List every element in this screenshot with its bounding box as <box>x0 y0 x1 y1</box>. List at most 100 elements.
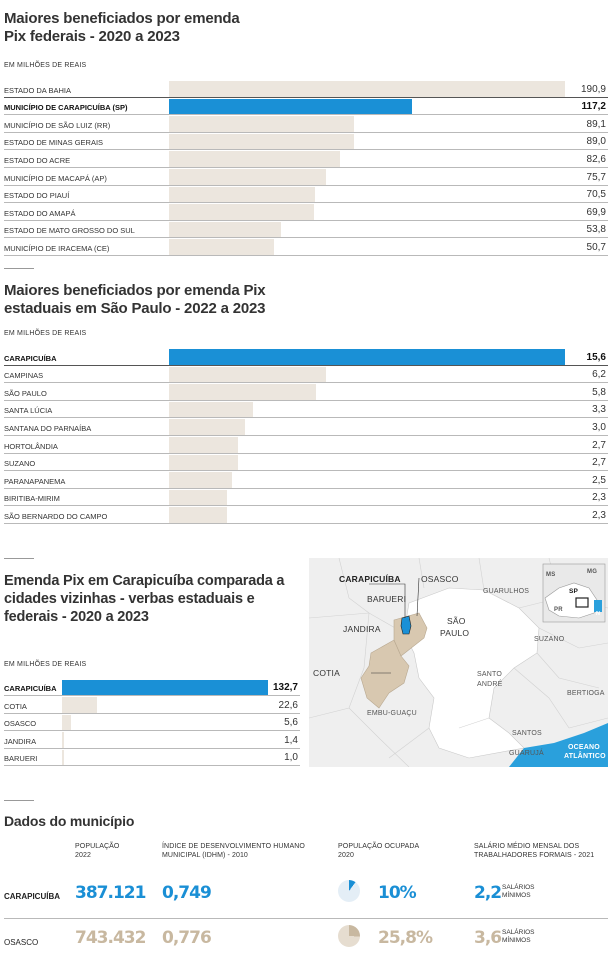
bar-row: ESTADO DE MATO GROSSO DO SUL 53,8 <box>4 221 608 239</box>
bar-label: SÃO PAULO <box>4 388 47 398</box>
bar-label: SANTANA DO PARNAÍBA <box>4 423 92 433</box>
bar-label: MUNICÍPIO DE CARAPICUÍBA (SP) <box>4 103 128 113</box>
bar-row: ESTADO DA BAHIA 190,9 <box>4 80 608 98</box>
bar-value: 6,2 <box>592 369 606 381</box>
bar-row: SUZANO 2,7 <box>4 454 608 472</box>
map-label-guaruja: GUARUJÁ <box>509 750 544 757</box>
map-label-paulo: PAULO <box>440 628 470 638</box>
chart1: ESTADO DA BAHIA 190,9 MUNICÍPIO DE CARAPIC… <box>4 80 608 258</box>
bar-row: CARAPICUÍBA 15,6 <box>4 348 608 366</box>
map-label-atlantico: ATLÂNTICO <box>564 753 606 760</box>
map-label-guarulhos: GUARULHOS <box>483 588 530 595</box>
bar-value: 3,0 <box>592 421 606 433</box>
dados-divider <box>4 918 608 919</box>
bar-value: 1,4 <box>284 734 298 746</box>
map-label-barueri: BARUERI <box>367 594 407 604</box>
bar <box>169 507 228 523</box>
dados-idhm: 0,776 <box>162 928 212 948</box>
bar <box>62 697 98 713</box>
carapicuiba-shape <box>400 615 412 635</box>
dados-salario: 2,2 <box>474 883 502 903</box>
bar-row: SÃO PAULO 5,8 <box>4 383 608 401</box>
dados-idhm: 0,749 <box>162 883 212 903</box>
bar-value: 2,7 <box>592 457 606 469</box>
bar-label: SÃO BERNARDO DO CAMPO <box>4 511 108 521</box>
bar-value: 75,7 <box>586 171 606 183</box>
header-salario: SALÁRIO MÉDIO MENSAL DOS TRABALHADORES F… <box>474 842 594 860</box>
header-populacao-line2: 2022 <box>75 852 91 859</box>
dados-salario-unit: SALÁRIOS MÍNIMOS <box>502 929 535 945</box>
chart2-unit: EM MILHÕES DE REAIS <box>4 330 87 337</box>
chart3-title: Emenda Pix em Carapicuíba comparada a ci… <box>4 572 285 626</box>
bar-row: SANTANA DO PARNAÍBA 3,0 <box>4 418 608 436</box>
header-populacao-line1: POPULAÇÃO <box>75 843 120 850</box>
map-label-santo: SANTO <box>477 671 502 678</box>
ocupada-pie <box>338 925 360 947</box>
bar <box>62 680 268 696</box>
bar-row: ESTADO DO ACRE 82,6 <box>4 150 608 168</box>
bar <box>169 239 275 255</box>
bar-value: 89,0 <box>586 136 606 148</box>
bar <box>169 81 565 97</box>
chart1-title: Maiores beneficiados por emenda Pix fede… <box>4 10 240 46</box>
chart1-title-line1: Maiores beneficiados por emenda <box>4 10 240 27</box>
bar-label: ESTADO DE MATO GROSSO DO SUL <box>4 226 135 236</box>
map-label-cotia: COTIA <box>313 668 340 678</box>
bar <box>169 384 317 400</box>
header-populacao: POPULAÇÃO 2022 <box>75 842 119 860</box>
bar-row: MUNICÍPIO DE CARAPICUÍBA (SP) 117,2 <box>4 98 608 116</box>
dados-salario-unit: SALÁRIOS MÍNIMOS <box>502 884 535 900</box>
map-label-sao: SÃO <box>447 616 466 626</box>
bar <box>169 489 228 506</box>
chart3-unit: EM MILHÕES DE REAIS <box>4 661 87 668</box>
bar <box>62 749 64 765</box>
bar <box>169 419 246 435</box>
header-salario-line1: SALÁRIO MÉDIO MENSAL DOS <box>474 843 580 850</box>
bar <box>169 366 327 383</box>
bar-row: SÃO BERNARDO DO CAMPO 2,3 <box>4 506 608 524</box>
header-ocupada-line2: 2020 <box>338 852 354 859</box>
bar-row: BIRITIBA-MIRIM 2,3 <box>4 489 608 507</box>
chart2: CARAPICUÍBA 15,6 CAMPINAS 6,2 SÃO PAULO 5,8 SA… <box>4 348 608 526</box>
bar-label: CARAPICUÍBA <box>4 684 57 694</box>
chart2-title-line2: estaduais em São Paulo - 2022 a 2023 <box>4 300 266 317</box>
chart3-title-line3: federais - 2020 a 2023 <box>4 609 149 625</box>
region-map-svg <box>309 558 608 767</box>
map-label-jandira: JANDIRA <box>343 624 381 634</box>
bar-row: MUNICÍPIO DE IRACEMA (CE) 50,7 <box>4 238 608 256</box>
bar <box>169 186 316 203</box>
salario-unit-line1: SALÁRIOS <box>502 929 535 936</box>
ocean-shape <box>509 723 608 767</box>
bar <box>169 401 253 418</box>
bar <box>169 221 281 238</box>
map-label-andre: ANDRÉ <box>477 681 503 688</box>
bar-row: ESTADO DE MINAS GERAIS 89,0 <box>4 133 608 151</box>
bar <box>62 732 65 748</box>
bar-label: MUNICÍPIO DE MACAPÁ (AP) <box>4 173 107 183</box>
bar <box>169 133 354 150</box>
bar-row: MUNICÍPIO DE MACAPÁ (AP) 75,7 <box>4 168 608 186</box>
separator <box>4 800 34 801</box>
map-label-santos: SANTOS <box>512 730 542 737</box>
bar-label: ESTADO DE MINAS GERAIS <box>4 138 104 148</box>
bar-row: CAMPINAS 6,2 <box>4 366 608 384</box>
bar-value: 5,6 <box>284 717 298 729</box>
chart1-title-line2: Pix federais - 2020 a 2023 <box>4 28 180 45</box>
dados-city: OSASCO <box>4 938 39 947</box>
bar <box>169 169 327 185</box>
bar-value: 89,1 <box>586 118 606 130</box>
bar-label: ESTADO DO AMAPÁ <box>4 208 76 218</box>
ocupada-pie <box>338 880 360 902</box>
bar-row: COTIA 22,6 <box>4 696 300 714</box>
bar-value: 2,3 <box>592 492 606 504</box>
map-label-carapicuiba: CARAPICUÍBA <box>339 574 401 584</box>
header-idhm-line2: MUNICIPAL (IDHM) - 2010 <box>162 852 248 859</box>
bar-label: HORTOLÂNDIA <box>4 441 58 451</box>
dados-salario: 3,6 <box>474 928 502 948</box>
map-label-suzano: SUZANO <box>534 636 565 643</box>
bar <box>169 349 565 365</box>
bar-label: ESTADO DO ACRE <box>4 155 71 165</box>
bar-label: ESTADO DO PIAUÍ <box>4 191 70 201</box>
header-ocupada-line1: POPULAÇÃO OCUPADA <box>338 843 420 850</box>
bar-value: 15,6 <box>586 351 606 363</box>
